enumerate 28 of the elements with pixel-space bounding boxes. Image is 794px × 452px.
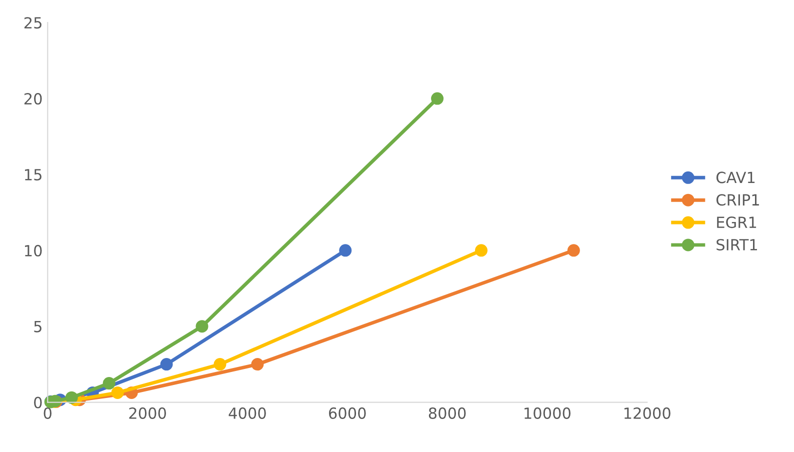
point xyxy=(475,244,488,257)
point xyxy=(65,391,78,404)
point xyxy=(111,386,124,399)
y-tick-label: 15 xyxy=(25,169,42,180)
point xyxy=(102,377,116,390)
point xyxy=(160,358,173,371)
legend-label: SIRT1 xyxy=(716,238,757,251)
legend-label: CAV1 xyxy=(716,172,755,184)
point xyxy=(431,92,444,105)
legend-label: CRIP1 xyxy=(716,194,759,206)
x-tick-label: 10000 xyxy=(524,407,570,419)
y-tick-label: 20 xyxy=(24,93,42,105)
legend-label: EGR1 xyxy=(717,216,756,228)
point xyxy=(196,320,208,333)
y-tick-label: 10 xyxy=(25,244,42,256)
y-tick-label: 25 xyxy=(24,17,42,29)
x-tick-label: 6000 xyxy=(329,407,366,419)
point xyxy=(567,244,580,257)
y-tick-label: 0 xyxy=(34,396,42,408)
x-tick-label: 12000 xyxy=(624,407,670,419)
point xyxy=(251,358,264,371)
x-tick-label: 2000 xyxy=(129,407,166,419)
x-tick-label: 0 xyxy=(44,407,52,419)
x-tick-label: 4000 xyxy=(228,407,266,419)
point xyxy=(339,244,352,257)
point xyxy=(214,358,226,371)
y-tick-label: 5 xyxy=(34,321,42,332)
x-tick-label: 8000 xyxy=(428,407,466,419)
